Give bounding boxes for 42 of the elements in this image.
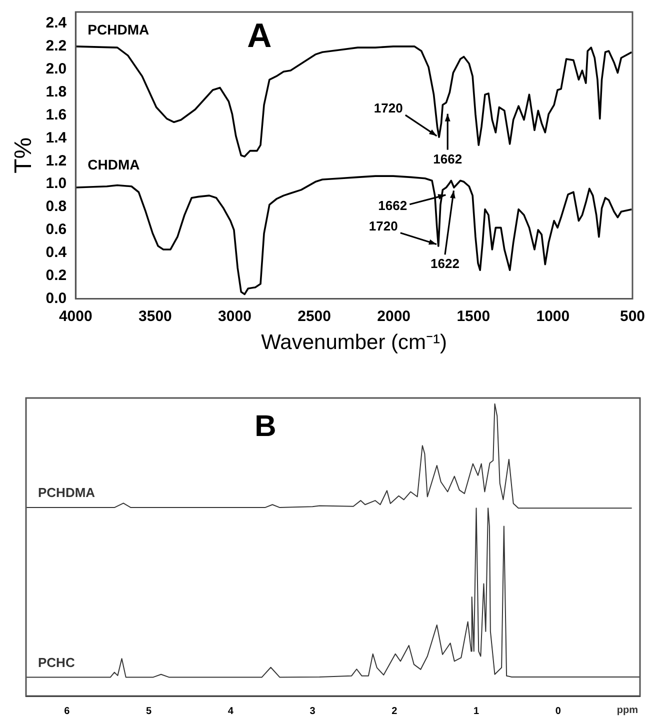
y-tick-label: 1.0 — [46, 175, 67, 192]
y-tick-label: 2.4 — [46, 14, 68, 32]
x-axis-title: Wavenumber (cm⁻¹) — [261, 331, 448, 354]
annotation: 1622 — [430, 256, 460, 272]
y-tick-label: 1.6 — [46, 106, 67, 124]
x-tick-label: 500 — [620, 308, 645, 325]
x-tick-label: 3500 — [138, 308, 172, 325]
chart-title: A — [247, 17, 272, 56]
x-tick-label: 4000 — [58, 308, 92, 325]
annotation: 1720 — [368, 218, 398, 234]
x-tick-label: 1 — [473, 706, 480, 717]
y-tick-label: 2.2 — [46, 38, 67, 55]
annotation: 1662 — [378, 198, 408, 213]
series-label: CHDMA — [88, 156, 140, 172]
y-tick-label: 2.0 — [46, 60, 67, 78]
y-tick-label: 0.6 — [46, 221, 67, 238]
x-tick-label: 1500 — [456, 308, 490, 325]
x-tick-label: 3000 — [218, 308, 252, 325]
x-tick-label: 2500 — [298, 308, 331, 325]
y-tick-label: 0.0 — [46, 290, 67, 307]
x-tick-label: 2 — [392, 706, 398, 717]
series-label: PCHC — [38, 654, 76, 670]
x-tick-label: 1000 — [536, 308, 570, 325]
annotation: 1662 — [433, 151, 462, 166]
x-tick-label: 2000 — [377, 308, 411, 325]
x-tick-label: 4 — [228, 706, 234, 717]
chart-title: B — [254, 410, 276, 444]
x-tick-label: 0 — [555, 706, 562, 717]
annotation: 1720 — [374, 100, 403, 116]
y-axis-title: T% — [10, 137, 38, 174]
y-tick-label: 1.4 — [46, 129, 68, 146]
series-label: PCHDMA — [38, 485, 96, 500]
x-tick-label: 5 — [146, 706, 152, 717]
y-tick-label: 0.2 — [46, 266, 67, 284]
y-tick-label: 1.8 — [46, 83, 67, 100]
series-label: PCHDMA — [88, 21, 150, 38]
y-tick-label: 0.4 — [46, 244, 68, 262]
y-tick-label: 0.8 — [46, 198, 67, 216]
x-tick-label: 6 — [64, 706, 70, 717]
y-tick-label: 1.2 — [46, 152, 67, 170]
x-axis-title: ppm — [616, 704, 638, 716]
x-tick-label: 3 — [310, 706, 316, 717]
